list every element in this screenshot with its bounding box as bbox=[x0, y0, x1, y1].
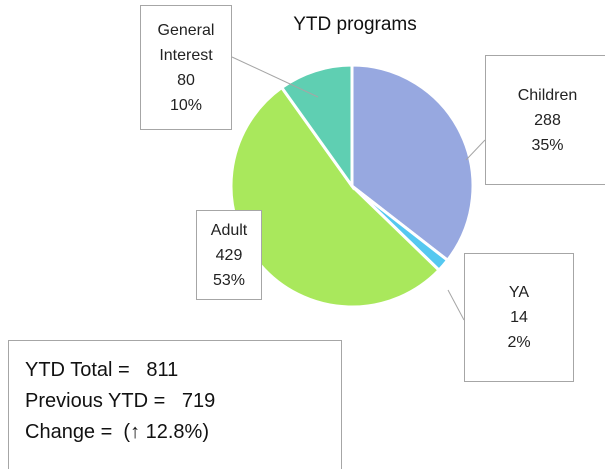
percent-label: 2% bbox=[507, 334, 531, 351]
value-label: 14 bbox=[510, 309, 528, 326]
leader-line bbox=[465, 139, 486, 161]
summary-line: Change = (↑ 12.8%) bbox=[25, 421, 209, 443]
summary-line: YTD Total = 811 bbox=[25, 359, 179, 381]
leader-line bbox=[231, 56, 319, 98]
category-label: Children bbox=[517, 86, 578, 104]
category-label: General Interest bbox=[157, 21, 215, 64]
value-label: 80 bbox=[177, 71, 195, 89]
value-label: 429 bbox=[215, 246, 243, 264]
pie-slice bbox=[350, 63, 475, 263]
summary-box: YTD Total = 811 Previous YTD = 719 Change … bbox=[8, 340, 342, 469]
data-label: Children 288 35% bbox=[485, 55, 605, 185]
summary-line: Previous YTD = 719 bbox=[25, 390, 216, 412]
percent-label: 10% bbox=[169, 96, 203, 114]
data-label: General Interest 80 10% bbox=[140, 5, 232, 130]
chart-title: YTD programs bbox=[293, 14, 417, 35]
category-label: YA bbox=[508, 284, 530, 301]
pie-slice bbox=[279, 63, 354, 191]
data-label: YA 14 2% bbox=[464, 253, 574, 382]
percent-label: 53% bbox=[212, 271, 246, 289]
leader-line bbox=[447, 289, 465, 321]
data-label: Adult 429 53% bbox=[196, 210, 262, 300]
category-label: Adult bbox=[210, 221, 248, 239]
percent-label: 35% bbox=[531, 136, 564, 154]
value-label: 288 bbox=[534, 111, 561, 129]
